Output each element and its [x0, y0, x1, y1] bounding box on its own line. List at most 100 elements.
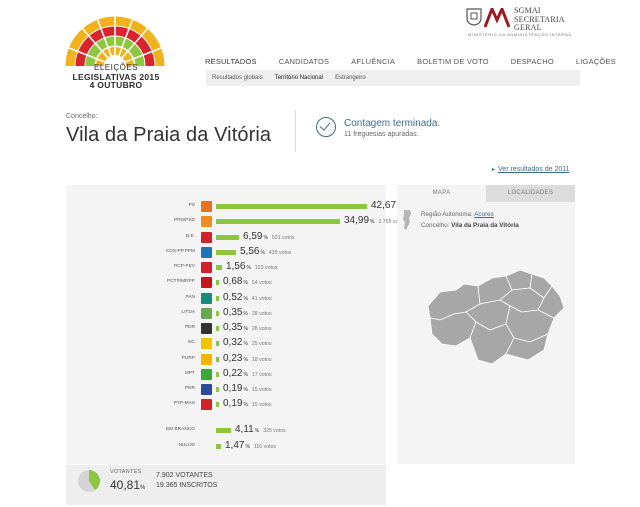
party-name: MPT [184, 370, 195, 376]
result-pct-value: 0,35 [223, 306, 243, 318]
party-logo-icon [201, 231, 212, 243]
party-logo-icon [201, 338, 212, 350]
nav-dispatch[interactable]: DESPACHO [510, 57, 554, 66]
result-bar [216, 310, 219, 316]
tab-map[interactable]: MAPA [397, 185, 486, 202]
nav-turnout[interactable]: AFLUÊNCIA [351, 57, 396, 66]
nav-results[interactable]: RESULTADOS [205, 57, 257, 66]
portugal-map-icon [403, 210, 411, 230]
nav-ballot[interactable]: BOLETIM DE VOTO [417, 57, 489, 66]
party-row[interactable]: CDS-PP.PPM 5,56% 439 votos [66, 246, 386, 260]
party-row[interactable]: L/TDA 0,35% 28 votos [66, 307, 386, 321]
parish-map[interactable] [426, 268, 566, 368]
result-votes: 439 votos [268, 249, 292, 256]
result-bar [216, 387, 219, 392]
logo-line-1: ELEIÇÕES [93, 63, 138, 72]
party-name: PTP-MAS [173, 401, 195, 407]
parish-shape[interactable] [505, 333, 549, 361]
result-bar [216, 356, 219, 362]
tab-localities[interactable]: LOCALIDADES [486, 185, 575, 202]
voters-count: 7.902 VOTANTES [156, 472, 213, 479]
council-value: Vila da Praia da Vitória [451, 222, 519, 229]
result-bar [216, 204, 367, 209]
elections-logo[interactable] [62, 6, 168, 90]
percent-sign: % [263, 234, 268, 241]
party-row[interactable]: PCP-PEV 1,56% 123 votos [66, 261, 386, 275]
result-votes: 25 votos [251, 341, 272, 348]
result-pct-value: 0,52 [223, 291, 243, 303]
result-pct: 0,68% 54 votos [223, 276, 272, 287]
special-row[interactable]: EM BRANCO 4,11% 325 votos [66, 424, 386, 438]
percent-sign: % [243, 387, 248, 393]
result-pct-value: 4,11 [235, 424, 254, 435]
party-name: PCTP/MRPP [167, 279, 195, 285]
region-link[interactable]: Acores [474, 211, 494, 218]
party-logo-icon [201, 307, 212, 319]
turnout-counts: 7.902 VOTANTES 19.365 INSCRITOS [156, 471, 217, 491]
percent-sign: % [245, 444, 250, 450]
party-name: PCP-PEV [173, 264, 195, 269]
special-row[interactable]: NULOS 1,47% 116 votos [66, 440, 386, 454]
turnout-panel [66, 465, 386, 505]
nav-links[interactable]: LIGAÇÕES [575, 57, 616, 66]
result-bar [216, 234, 239, 240]
party-row[interactable]: MPT 0,22% 17 votos [66, 368, 386, 382]
subnav-global[interactable]: Resultados globais [212, 75, 263, 81]
result-pct-value: 42,67 [371, 200, 397, 211]
result-pct-value: 0,68 [223, 276, 243, 288]
party-row[interactable]: NC 0,32% 25 votos [66, 337, 386, 351]
sgmai-logo[interactable]: SGMAI SECRETARIA GERAL MINISTÉRIO DA ADM… [466, 6, 576, 40]
percent-sign: % [370, 219, 375, 226]
party-name: PS [188, 203, 195, 208]
party-row[interactable]: PTP-MAS 0,19% 15 votos [66, 398, 386, 412]
party-name: PAN [185, 294, 195, 300]
sub-nav: Resultados globais Território Nacional E… [206, 70, 580, 86]
party-row[interactable]: PNR 0,19% 15 votos [66, 383, 386, 397]
percent-sign: % [260, 249, 265, 256]
result-pct: 4,11% 325 votos [235, 424, 286, 435]
percent-sign: % [243, 356, 248, 363]
party-row[interactable]: PCTP/MRPP 0,68% 54 votos [66, 276, 386, 290]
result-bar [216, 444, 221, 449]
org-line-1: SGMAI [514, 6, 541, 15]
nav-candidates[interactable]: CANDIDATOS [278, 57, 330, 66]
turnout-pie [78, 470, 100, 492]
party-logo-icon [201, 353, 212, 365]
party-row[interactable]: B.E. 6,59% 521 votos [66, 231, 386, 245]
party-row[interactable]: PURP 0,23% 18 votos [66, 353, 386, 367]
turnout-label: VOTANTES [110, 469, 142, 475]
results-panel [66, 185, 386, 464]
main-nav: RESULTADOS CANDIDATOS AFLUÊNCIA BOLETIM … [205, 57, 638, 69]
party-name: PURP [181, 355, 195, 361]
result-bar [216, 265, 222, 270]
result-pct: 0,35% 28 votos [223, 322, 272, 333]
party-name: PNR [184, 386, 195, 391]
result-pct-value: 0,19 [223, 383, 243, 394]
count-substatus: 11 freguesias apuradas. [344, 131, 419, 138]
result-pct-value: 6,59 [243, 230, 263, 242]
party-row[interactable]: PAN 0,52% 41 votos [66, 292, 386, 306]
result-bar [216, 371, 219, 377]
subnav-abroad[interactable]: Estrangeiro [335, 75, 366, 81]
percent-sign: % [254, 428, 260, 434]
party-row[interactable]: PDR 0,35% 28 votos [66, 322, 386, 336]
result-pct: 34,99% 2.765 votos [344, 215, 405, 226]
org-line-2: SECRETARIA [514, 14, 565, 24]
region-label: Região Autónoma: [421, 211, 473, 218]
count-status: Contagem terminada. [344, 118, 441, 129]
party-logo-icon [201, 216, 212, 228]
registered-count: 19.365 INSCRITOS [156, 482, 218, 489]
party-name: PPD/PSD [173, 218, 195, 224]
result-votes: 123 votos [254, 265, 278, 271]
party-row[interactable]: PPD/PSD 34,99% 2.765 votos [66, 215, 405, 229]
party-name: PDR [184, 325, 195, 330]
logo-text: ELEIÇÕES LEGISLATIVAS 2015 4 OUTUBRO [66, 63, 166, 90]
result-bar [216, 249, 236, 255]
logo-line-3: 4 OUTUBRO [89, 80, 143, 90]
party-logo-icon [201, 246, 212, 258]
turnout-pct-value: 40,81 [110, 478, 141, 492]
org-line-3: GERAL [514, 23, 542, 32]
subnav-national[interactable]: Território Nacional [274, 75, 324, 81]
previous-results-link[interactable]: ▸ Ver resultados de 2011 [492, 166, 570, 173]
